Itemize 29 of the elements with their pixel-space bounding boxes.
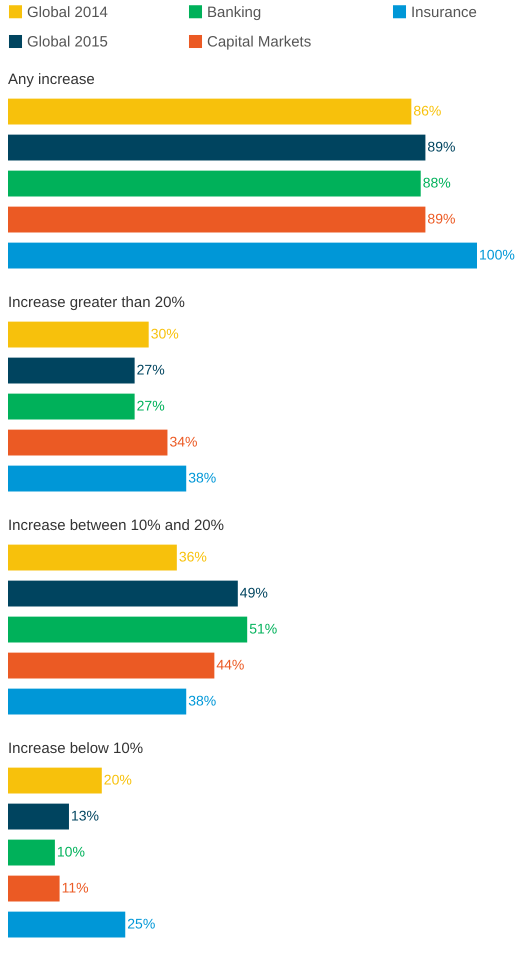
data-label: 88% — [422, 174, 451, 191]
data-label: 44% — [216, 656, 244, 673]
data-label: 27% — [136, 398, 165, 414]
data-label: 38% — [188, 470, 216, 486]
y-tick-label: Increase below 10% — [8, 740, 144, 757]
data-label: 89% — [427, 138, 456, 155]
data-label: 13% — [70, 808, 99, 824]
data-label: 20% — [104, 772, 132, 788]
legend-label: Global 2015 — [27, 34, 108, 50]
legend-label: Global 2014 — [27, 4, 108, 21]
data-label: 86% — [413, 102, 442, 119]
data-label: 36% — [178, 548, 207, 565]
legend-label: Capital Markets — [207, 34, 312, 50]
y-tick-label: Increase between 10% and 20% — [8, 517, 224, 534]
data-label: 38% — [188, 692, 216, 709]
data-label: 49% — [240, 584, 268, 601]
data-label: 30% — [150, 326, 179, 342]
data-label: 51% — [249, 620, 278, 637]
data-label: 89% — [427, 210, 456, 227]
data-label: 34% — [169, 434, 198, 450]
data-label: 11% — [62, 880, 89, 896]
data-label: 100% — [479, 246, 515, 263]
data-label: 27% — [136, 362, 165, 378]
data-label: 10% — [56, 844, 85, 860]
y-tick-label: Any increase — [8, 71, 95, 88]
y-tick-label: Increase greater than 20% — [8, 294, 185, 311]
legend-label: Insurance — [411, 4, 477, 21]
legend-label: Banking — [207, 4, 262, 21]
data-label: 25% — [127, 916, 156, 932]
